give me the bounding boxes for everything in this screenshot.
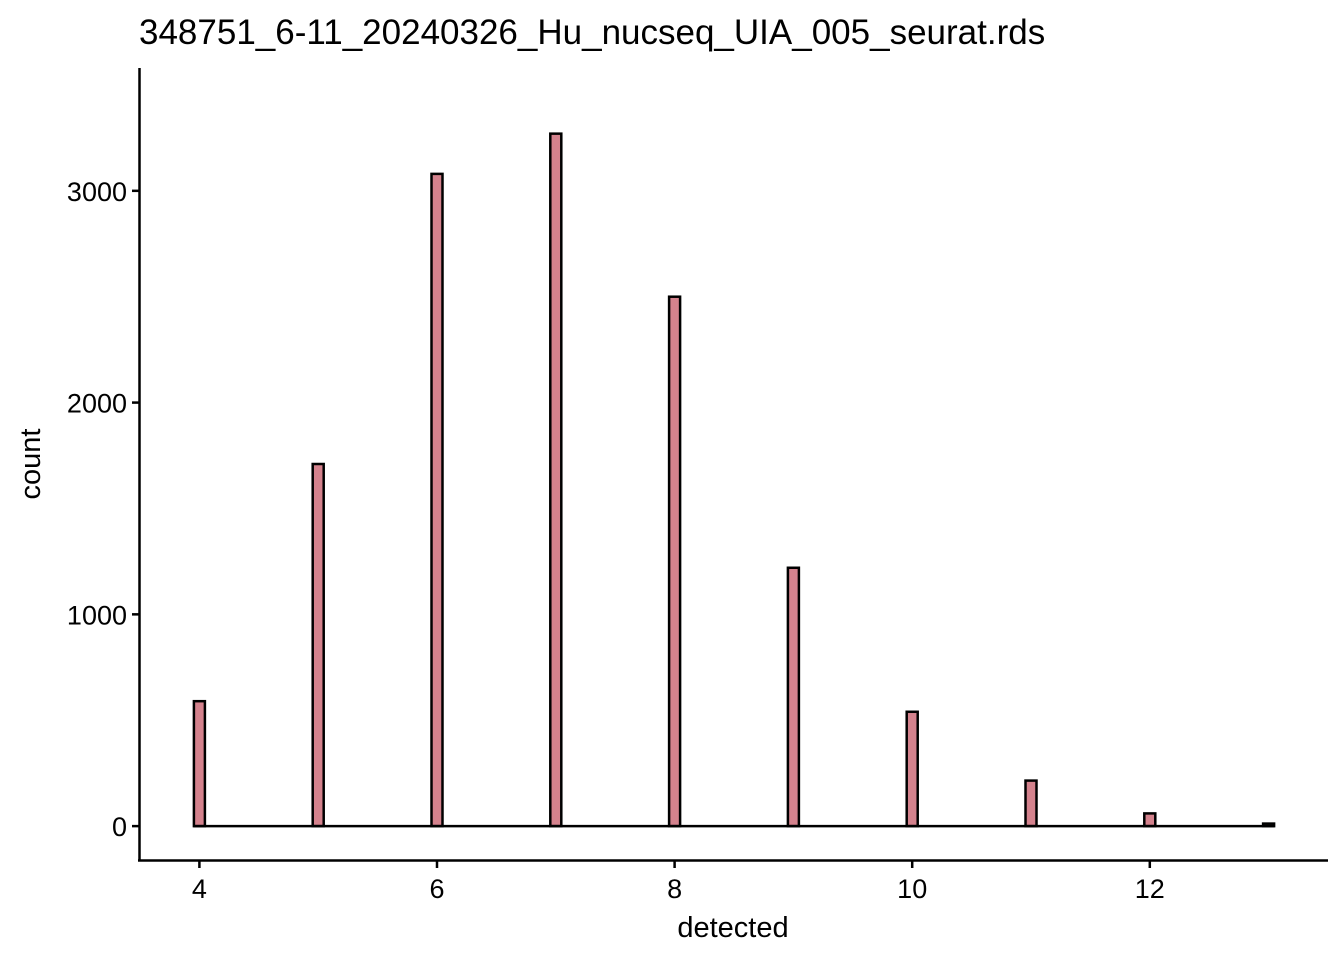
bar [1143,812,1157,828]
y-ticks-layer: 0 1000 2000 3000 [67,177,140,842]
bar [667,295,682,828]
x-ticks-layer: 4 6 8 10 12 [192,860,1165,904]
y-tick-label: 1000 [67,600,127,630]
bar [1024,779,1038,828]
bar [192,699,207,828]
x-tick-label: 6 [429,874,444,904]
x-tick-label: 4 [192,874,207,904]
chart-title: 348751_6-11_20240326_Hu_nucseq_UIA_005_s… [139,13,1045,52]
x-tick-label: 12 [1135,874,1165,904]
bar [549,132,563,828]
bars-layer [192,132,1276,828]
bar [905,710,919,828]
bar [311,462,325,828]
y-tick-label: 2000 [67,389,127,419]
y-tick-label: 0 [112,812,127,842]
y-tick-label: 3000 [67,177,127,207]
y-axis-title: count [15,429,47,500]
bar [786,566,801,828]
x-tick-label: 8 [667,874,682,904]
x-tick-label: 10 [897,874,927,904]
bar [430,172,444,828]
x-axis-title: detected [677,912,788,944]
